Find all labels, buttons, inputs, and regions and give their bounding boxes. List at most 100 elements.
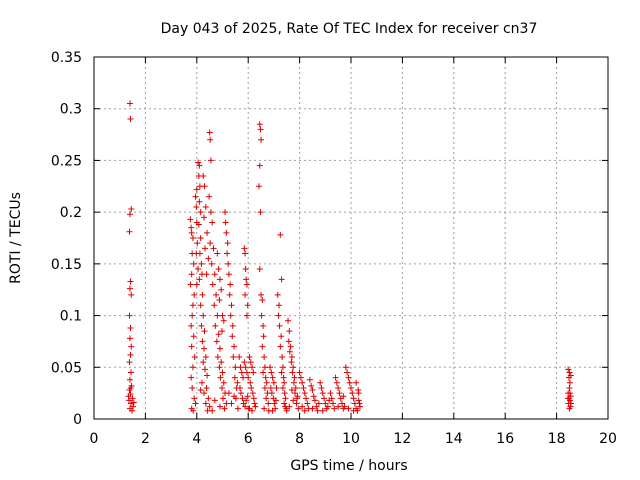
data-point [192,193,199,200]
data-point [243,397,250,404]
data-point [193,203,200,210]
data-point [125,397,132,404]
y-tick-label: 0.1 [60,309,82,325]
data-point [290,397,297,404]
data-point [270,379,277,386]
data-point [201,328,208,335]
data-point [291,390,298,397]
data-point [216,403,223,410]
data-point [215,266,222,273]
data-point [330,400,337,407]
data-point [299,379,306,386]
data-point [221,405,228,412]
data-point [288,387,295,394]
data-point [251,400,258,407]
data-point [188,271,195,278]
data-point [277,343,284,350]
data-point [285,338,292,345]
data-point [240,374,247,381]
data-point [258,291,265,298]
data-point [211,302,218,309]
data-point [309,387,316,394]
data-point [202,245,209,252]
data-point [327,390,334,397]
data-point [128,291,135,298]
data-point [214,312,221,319]
data-point [277,231,284,238]
data-point [261,384,268,391]
data-point [231,374,238,381]
data-point [216,276,223,283]
data-point [227,281,234,288]
data-point [285,317,292,324]
data-point [249,390,256,397]
data-point [566,384,573,391]
data-point [212,322,219,329]
data-point [292,384,299,391]
data-point [203,271,210,278]
data-point [299,403,306,410]
data-point [190,407,197,414]
data-point [247,379,254,386]
data-point [290,364,297,371]
data-point [204,229,211,236]
data-point [255,183,262,190]
data-point [565,374,572,381]
data-point [335,384,342,391]
data-point [260,369,267,376]
data-point [278,333,285,340]
data-point [128,206,135,213]
data-point [243,312,250,319]
data-point [127,278,134,285]
data-point [188,229,195,236]
data-point [319,390,326,397]
data-point [193,186,200,193]
data-point [303,395,310,402]
data-point [256,266,263,273]
data-point [289,369,296,376]
data-point [225,260,232,267]
data-point [565,366,572,373]
data-point [232,364,239,371]
data-point [260,322,267,329]
data-point [190,260,197,267]
data-point [230,353,237,360]
data-point [202,366,209,373]
x-tick-label: 4 [192,431,201,447]
data-point [312,397,319,404]
data-point [278,276,285,283]
x-axis-ticks: 0 2 4 6 8 10 12 14 16 18 20 [90,57,617,447]
data-point [350,407,357,414]
data-point [217,374,224,381]
data-point [328,395,335,402]
data-point [231,343,238,350]
data-point [127,351,134,358]
data-point [211,397,218,404]
x-tick-label: 20 [599,431,617,447]
data-point [202,400,209,407]
data-point [210,245,217,252]
data-point [213,338,220,345]
data-point [130,399,137,406]
data-point [286,403,293,410]
data-point [244,393,251,400]
data-point [215,331,222,338]
data-point [269,374,276,381]
data-point [205,255,212,262]
data-point [355,387,362,394]
data-point [216,345,223,352]
data-point [222,209,229,216]
data-point [187,281,194,288]
data-point [195,221,202,228]
data-point [239,395,246,402]
data-point [191,291,198,298]
y-tick-label: 0.3 [60,102,82,118]
data-point [258,312,265,319]
data-point [258,136,265,143]
data-point [259,297,266,304]
data-point [198,379,205,386]
data-point [196,162,203,169]
data-point [288,359,295,366]
data-point [261,405,268,412]
